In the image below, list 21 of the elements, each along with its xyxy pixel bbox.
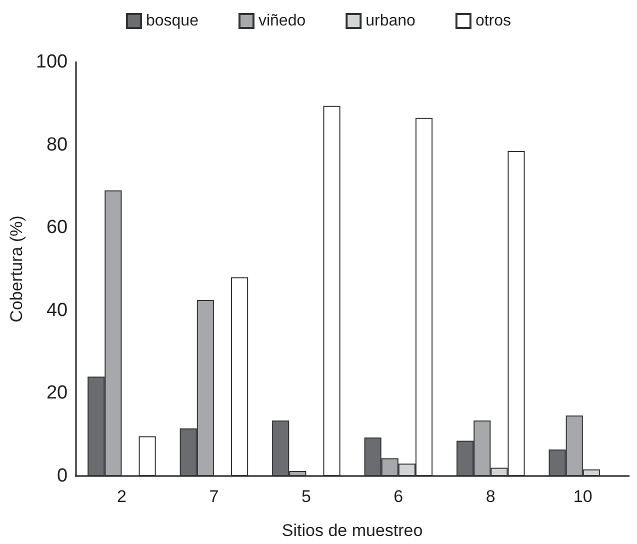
y-tick-label: 60: [46, 217, 68, 238]
y-axis-title: Cobertura (%): [7, 216, 26, 322]
legend-label: otros: [475, 12, 512, 30]
legend-label: urbano: [366, 12, 416, 30]
x-tick-label: 2: [116, 487, 126, 506]
bar: [323, 106, 340, 476]
bar: [231, 277, 248, 476]
x-tick-label: 5: [301, 487, 311, 506]
x-tick-label: 8: [486, 487, 496, 506]
legend-label: viñedo: [258, 12, 306, 30]
y-tick-label: 20: [46, 382, 68, 404]
x-tick-label: 6: [394, 487, 404, 506]
x-tick-label: 10: [573, 487, 592, 506]
y-tick-label: 0: [57, 466, 68, 486]
y-tick-label: 100: [36, 52, 68, 72]
y-tick-label: 40: [46, 300, 68, 321]
legend-label: bosque: [146, 12, 199, 30]
x-tick-label: 7: [209, 487, 219, 506]
x-axis-title: Sitios de muestreo: [282, 521, 423, 540]
y-tick-label: 80: [46, 134, 68, 156]
bar: [138, 436, 156, 476]
